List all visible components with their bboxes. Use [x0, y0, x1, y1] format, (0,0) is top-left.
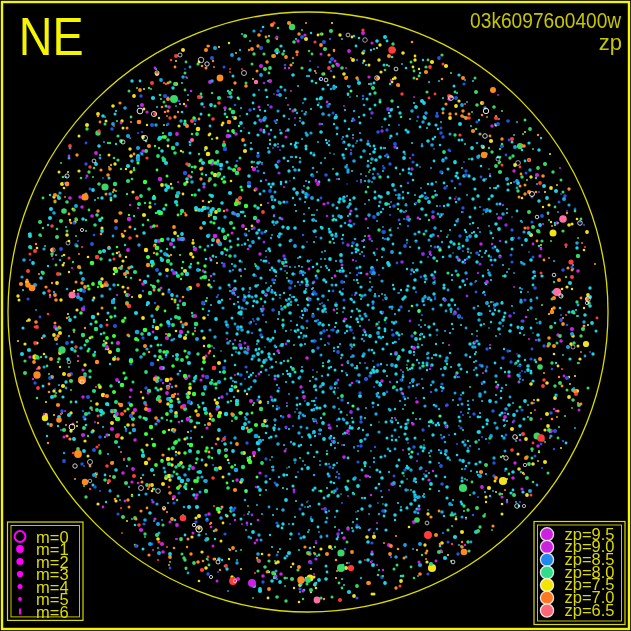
svg-text:m=6: m=6 [36, 603, 69, 621]
svg-text:03k60976o0400w: 03k60976o0400w [470, 8, 621, 33]
svg-text:zp: zp [599, 30, 622, 55]
svg-text:NE: NE [19, 6, 84, 67]
svg-text:zp=6.5: zp=6.5 [565, 601, 615, 619]
